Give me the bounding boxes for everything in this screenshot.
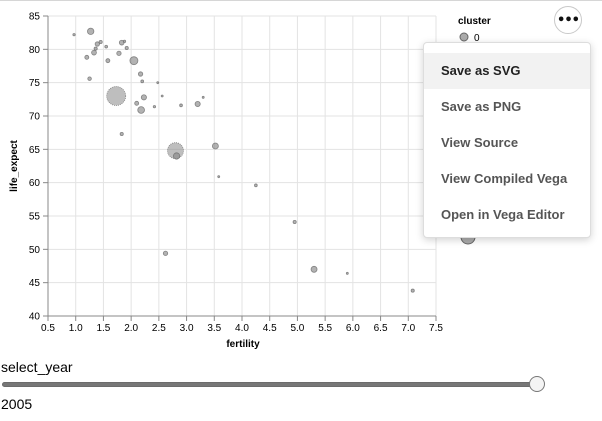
- data-point: [156, 81, 160, 85]
- x-tick-label: 3.0: [180, 323, 194, 334]
- x-tick-label: 2.0: [124, 323, 138, 334]
- y-tick-label: 40: [29, 312, 41, 323]
- x-tick-label: 3.5: [207, 323, 221, 334]
- data-point: [160, 94, 164, 98]
- data-point: [93, 46, 98, 51]
- data-point: [91, 49, 97, 56]
- data-point: [87, 76, 92, 81]
- data-point: [105, 58, 111, 64]
- legend-entry-label: 0: [474, 33, 480, 44]
- data-point: [104, 44, 108, 49]
- data-point: [152, 105, 157, 109]
- y-tick-label: 50: [29, 245, 41, 256]
- y-axis: 40 45 50 55 60 65 70 75 80 85: [29, 12, 48, 323]
- x-tick-label: 1.5: [96, 323, 110, 334]
- data-points: [72, 27, 415, 293]
- view-compiled-vega-item[interactable]: View Compiled Vega: [441, 171, 568, 186]
- top-border: [0, 0, 602, 1]
- x-tick-label: 6.0: [346, 323, 360, 334]
- y-axis-title: life_expect: [9, 139, 20, 191]
- open-in-vega-editor-item[interactable]: Open in Vega Editor: [441, 207, 565, 222]
- x-tick-label: 6.5: [374, 323, 388, 334]
- y-tick-label: 80: [29, 45, 41, 56]
- data-point: [162, 250, 169, 256]
- data-point: [137, 71, 144, 77]
- ellipsis-icon: •••: [557, 12, 580, 28]
- data-point: [94, 41, 100, 47]
- data-point: [217, 175, 221, 179]
- data-point: [201, 95, 205, 99]
- x-tick-label: 7.5: [429, 323, 443, 334]
- data-point: [211, 142, 219, 150]
- y-tick-label: 45: [29, 278, 41, 289]
- data-point: [122, 39, 127, 43]
- slider-label: select_year: [1, 359, 73, 375]
- data-point: [72, 33, 76, 37]
- year-slider-track[interactable]: [2, 382, 536, 387]
- y-tick-label: 70: [29, 112, 41, 123]
- data-point: [179, 103, 183, 108]
- x-tick-label: 5.5: [318, 323, 332, 334]
- data-point: [140, 94, 147, 101]
- year-slider-thumb[interactable]: [529, 376, 545, 392]
- x-tick-label: 1.0: [69, 323, 83, 334]
- y-tick-label: 65: [29, 145, 41, 156]
- save-as-png-item[interactable]: Save as PNG: [441, 99, 522, 114]
- x-tick-label: 5.0: [290, 323, 304, 334]
- legend-symbol: [459, 32, 469, 42]
- x-axis: 0.5 1.0 1.5 2.0 2.5 3.0 3.5 4.0 4.5 5.0 5.5 6.0 6.5 7…: [41, 316, 443, 334]
- data-point: [410, 288, 415, 293]
- data-point: [134, 100, 140, 106]
- data-point: [310, 265, 318, 273]
- data-point: [106, 86, 127, 106]
- data-point: [87, 27, 95, 35]
- y-tick-label: 75: [29, 78, 41, 89]
- x-axis-title: fertility: [226, 339, 260, 350]
- data-point: [140, 79, 145, 84]
- x-tick-label: 2.5: [152, 323, 166, 334]
- data-point: [84, 54, 90, 60]
- data-point: [254, 183, 258, 188]
- data-point: [137, 106, 145, 114]
- data-point: [292, 219, 297, 224]
- y-tick-label: 60: [29, 178, 41, 189]
- data-point: [194, 101, 201, 108]
- save-as-svg-item[interactable]: Save as SVG: [424, 53, 590, 89]
- slider-value: 2005: [1, 396, 33, 412]
- data-point: [124, 46, 129, 51]
- x-tick-label: 4.5: [263, 323, 277, 334]
- actions-menu: Save as SVG Save as PNG View Source View…: [423, 42, 591, 238]
- data-point: [345, 271, 349, 275]
- y-tick-label: 85: [29, 12, 41, 23]
- data-point: [116, 50, 122, 56]
- more-actions-button[interactable]: •••: [554, 6, 582, 34]
- x-tick-label: 4.0: [235, 323, 249, 334]
- grid-lines: [47, 15, 437, 317]
- data-point: [129, 56, 139, 66]
- legend-title: cluster: [458, 16, 491, 27]
- view-source-item[interactable]: View Source: [441, 135, 519, 150]
- x-tick-label: 0.5: [41, 323, 55, 334]
- data-point: [172, 152, 181, 160]
- y-tick-label: 55: [29, 212, 41, 223]
- x-tick-label: 7.0: [401, 323, 415, 334]
- data-point: [119, 131, 124, 136]
- data-point: [98, 40, 103, 45]
